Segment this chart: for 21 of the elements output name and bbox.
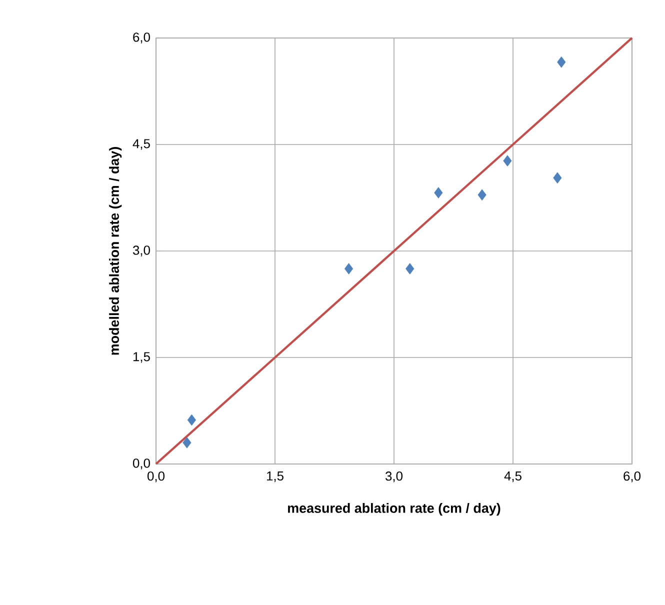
point (187, 414, 196, 426)
y-tick-label: 6,0 (133, 32, 150, 44)
x-tick-label: 1,5 (266, 472, 284, 482)
y-tick-label: 1,5 (133, 352, 150, 363)
y-tick-label: 3,0 (132, 246, 150, 256)
x-tick-label: 6,0 (624, 472, 641, 482)
y-tick-label: 4,5 (132, 139, 150, 150)
point (344, 263, 354, 274)
point (406, 263, 414, 274)
point (434, 187, 443, 198)
point (557, 56, 566, 68)
x-tick-label: 4,5 (504, 472, 522, 482)
point (182, 437, 192, 448)
x-tick-label: 3,0 (386, 472, 403, 482)
point (478, 189, 486, 201)
y-tick-label: 0,0 (132, 458, 150, 470)
x-axis-title: measured ablation rate (cm / day) (288, 503, 500, 516)
x-tick-label: 0,0 (148, 472, 165, 482)
point (503, 155, 512, 166)
point (553, 172, 562, 184)
y-axis-title: modelled ablation rate (cm / day) (109, 147, 122, 355)
